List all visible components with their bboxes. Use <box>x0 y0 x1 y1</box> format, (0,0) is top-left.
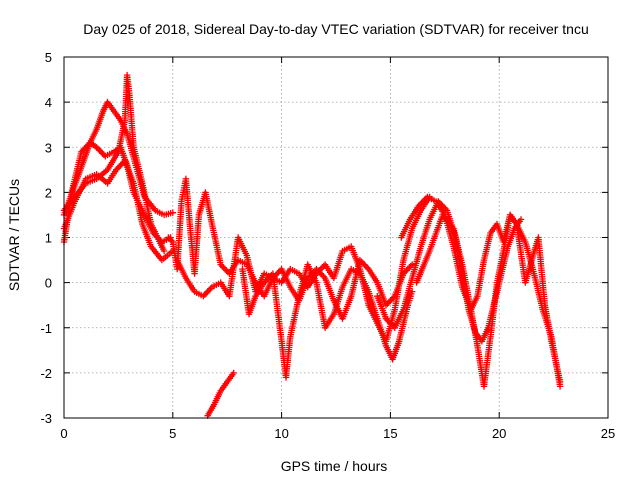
data-point <box>221 265 229 273</box>
data-points <box>60 71 564 419</box>
data-point <box>166 235 174 243</box>
x-tick-label: 5 <box>169 426 176 441</box>
series-trace-j <box>413 211 564 390</box>
data-point <box>319 264 326 271</box>
data-point <box>317 265 324 273</box>
series-trace-d <box>60 71 168 255</box>
data-point <box>556 378 564 386</box>
y-tick-label: 2 <box>45 185 52 200</box>
series-trace-k <box>204 369 237 419</box>
x-tick-labels: 0 5 10 15 20 25 <box>60 426 615 441</box>
data-point <box>362 262 369 270</box>
data-point <box>220 264 227 271</box>
y-axis-label: SDTVAR / TECUs <box>6 179 22 291</box>
data-point <box>275 268 282 276</box>
y-tick-label: 0 <box>45 276 52 291</box>
data-point <box>230 369 237 377</box>
data-point <box>517 216 525 223</box>
x-axis-label: GPS time / hours <box>281 458 388 474</box>
data-point <box>160 247 168 255</box>
data-point <box>169 209 176 216</box>
x-tick-label: 25 <box>601 426 615 441</box>
data-point <box>409 288 416 295</box>
x-tick-label: 0 <box>60 426 67 441</box>
x-tick-label: 15 <box>383 426 397 441</box>
y-tick-label: -3 <box>40 411 52 426</box>
series-trace-g <box>239 261 416 381</box>
y-tick-label: -1 <box>40 321 52 336</box>
data-point <box>115 163 123 170</box>
data-point <box>97 148 105 155</box>
plot-frame <box>63 56 609 419</box>
chart-title: Day 025 of 2018, Sidereal Day-to-day VTE… <box>83 21 589 37</box>
y-tick-label: -2 <box>40 366 52 381</box>
data-point <box>223 267 230 274</box>
data-point <box>404 265 411 273</box>
data-point <box>319 271 326 279</box>
data-point <box>409 261 416 268</box>
y-tick-label: 4 <box>45 95 52 110</box>
x-tick-label: 10 <box>274 426 288 441</box>
y-tick-label: 5 <box>45 50 52 65</box>
series-trace-c <box>60 157 176 264</box>
y-tick-label: 3 <box>45 140 52 155</box>
y-tick-labels: -3 -2 -1 0 1 2 3 4 5 <box>40 50 52 426</box>
x-tick-label: 20 <box>492 426 506 441</box>
data-point <box>96 147 103 154</box>
data-point <box>385 299 393 306</box>
y-tick-label: 1 <box>45 231 52 246</box>
data-point <box>316 267 323 274</box>
data-point <box>201 291 208 298</box>
